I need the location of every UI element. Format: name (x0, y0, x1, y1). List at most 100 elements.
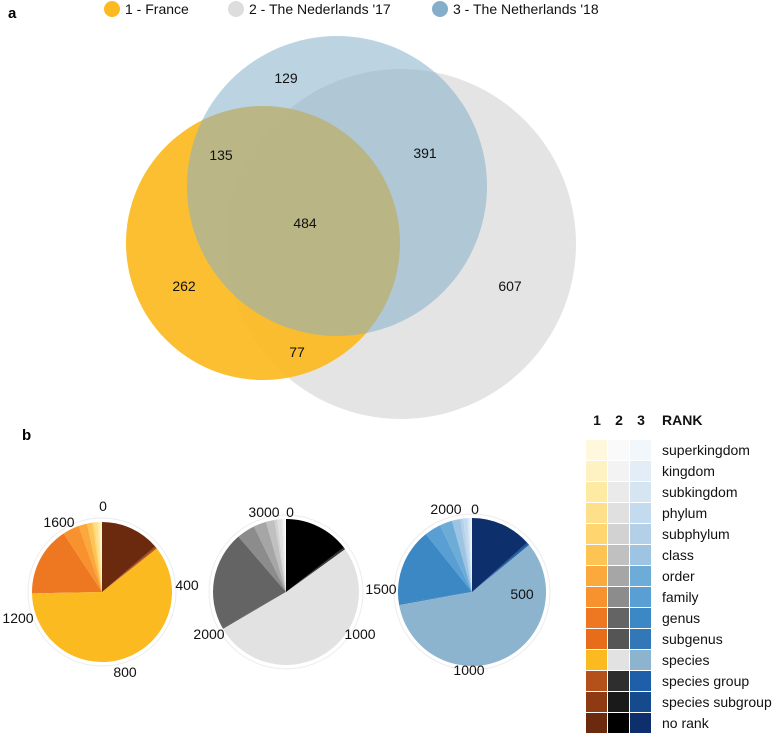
pie-slice-order (253, 521, 286, 592)
rank-swatch-3-family (630, 587, 651, 607)
legend-marker-nl17 (228, 1, 244, 17)
venn-legend: 1 - France 2 - The Nederlands '17 3 - Th… (104, 1, 599, 17)
tick-label: 400 (175, 577, 199, 593)
rank-swatch-2-species (608, 650, 629, 670)
tick-label: 800 (113, 664, 137, 680)
pie-slice-species-subgroup (472, 542, 528, 592)
pie-slice-superkingdom (100, 522, 102, 592)
pie-slice-no-rank (472, 518, 528, 592)
pie-slice-genus (397, 534, 472, 604)
pie-slice-species-subgroup (102, 546, 156, 592)
region-only-nl18: 129 (274, 70, 298, 86)
pie-chart-france (27, 517, 177, 667)
rank-table-rows: superkingdom kingdom subkingdom phylum subph… (586, 440, 772, 733)
rank-label-species-subgroup: species subgroup (662, 694, 772, 710)
legend-label-nl17: 2 - The Nederlands '17 (249, 1, 391, 17)
rank-label-subkingdom: subkingdom (662, 484, 738, 500)
pie-slice-no-rank (286, 519, 344, 592)
rank-swatch-1-species-subgroup (586, 692, 607, 712)
pie-slice-order (440, 520, 472, 592)
pie-slice-order (78, 523, 102, 592)
rank-swatch-3-species (630, 650, 651, 670)
rank-label-genus: genus (662, 610, 700, 626)
rank-label-subphylum: subphylum (662, 526, 730, 542)
rank-label-no-rank: no rank (662, 715, 710, 731)
rank-swatch-3-phylum (630, 503, 651, 523)
rank-swatch-1-order (586, 566, 607, 586)
pie-ticks-nl17: 0 1000 2000 3000 (193, 504, 375, 642)
pie-slice-phylum (94, 522, 102, 592)
pie-slice-class (86, 522, 102, 592)
rank-swatch-3-species-group (630, 671, 651, 691)
rank-swatch-2-species-subgroup (608, 692, 629, 712)
pie-slice-subgenus (222, 592, 286, 629)
pie-slice-species-group (472, 543, 530, 592)
rank-swatch-1-subphylum (586, 524, 607, 544)
tick-label: 1000 (453, 662, 484, 678)
tick-label: 1600 (43, 514, 74, 530)
rank-swatch-3-class (630, 545, 651, 565)
rank-swatch-1-no-rank (586, 713, 607, 733)
rank-swatch-1-species-group (586, 671, 607, 691)
pie-slice-subphylum (274, 519, 286, 592)
pie-slice-subgenus (31, 592, 102, 594)
rank-label-order: order (662, 568, 695, 584)
tick-label: 0 (471, 501, 479, 517)
rank-label-kingdom: kingdom (662, 463, 715, 479)
tick-label: 1500 (365, 581, 396, 597)
rank-swatch-2-subkingdom (608, 482, 629, 502)
legend-marker-nl18 (432, 1, 448, 17)
pie-slice-subkingdom (467, 518, 472, 592)
pie-chart-nl18 (393, 513, 551, 671)
pie-slice-genus (31, 533, 102, 593)
pie-slice-phylum (277, 519, 286, 592)
rank-label-family: family (662, 589, 699, 605)
pie-slice-subphylum (460, 518, 472, 592)
tick-label: 2000 (430, 501, 461, 517)
pie-slice-class (265, 519, 286, 592)
tick-label: 1000 (344, 626, 375, 642)
rank-swatch-3-no-rank (630, 713, 651, 733)
rank-swatch-1-subkingdom (586, 482, 607, 502)
venn-diagram: 129 135 391 484 262 607 77 (126, 36, 576, 419)
legend-label-france: 1 - France (125, 1, 189, 17)
pie-slice-kingdom (99, 522, 102, 592)
tick-label: 0 (286, 504, 294, 520)
panel-b-label: b (22, 427, 31, 444)
pie-slice-species-group (286, 547, 346, 592)
rank-swatch-1-subgenus (586, 629, 607, 649)
rank-table-header-2: 2 (615, 412, 623, 428)
pie-slice-family (425, 525, 472, 592)
rank-swatch-2-no-rank (608, 713, 629, 733)
rank-swatch-1-class (586, 545, 607, 565)
rank-table-header-1: 1 (593, 412, 601, 428)
pie-slice-subgenus (398, 592, 472, 606)
pie-slice-species (399, 544, 547, 667)
pie-chart-nl17 (208, 514, 364, 670)
rank-swatch-1-species (586, 650, 607, 670)
rank-legend-table: 1 2 3 RANK superkingdom kingdom subkingdom… (586, 412, 772, 733)
pie-slice-no-rank (102, 522, 156, 592)
rank-swatch-1-phylum (586, 503, 607, 523)
rank-table-header-rank: RANK (662, 412, 702, 428)
pie-slice-kingdom (283, 519, 286, 592)
legend-label-nl18: 3 - The Netherlands '18 (453, 1, 599, 17)
pie-slice-subkingdom (97, 522, 102, 592)
rank-swatch-2-species-group (608, 671, 629, 691)
rank-label-phylum: phylum (662, 505, 707, 521)
pie-slice-superkingdom (470, 518, 472, 592)
rank-swatch-1-genus (586, 608, 607, 628)
rank-swatch-3-order (630, 566, 651, 586)
rank-swatch-2-superkingdom (608, 440, 629, 460)
region-nl17-nl18: 391 (413, 145, 437, 161)
rank-swatch-2-kingdom (608, 461, 629, 481)
pie-slice-species-subgroup (286, 547, 345, 592)
rank-swatch-2-order (608, 566, 629, 586)
rank-swatch-3-genus (630, 608, 651, 628)
venn-circle-nl18 (187, 36, 487, 336)
rank-swatch-2-subphylum (608, 524, 629, 544)
pie-ticks-nl18: 0 500 1000 1500 2000 (365, 501, 533, 678)
rank-swatch-2-subgenus (608, 629, 629, 649)
tick-label: 1200 (2, 610, 33, 626)
